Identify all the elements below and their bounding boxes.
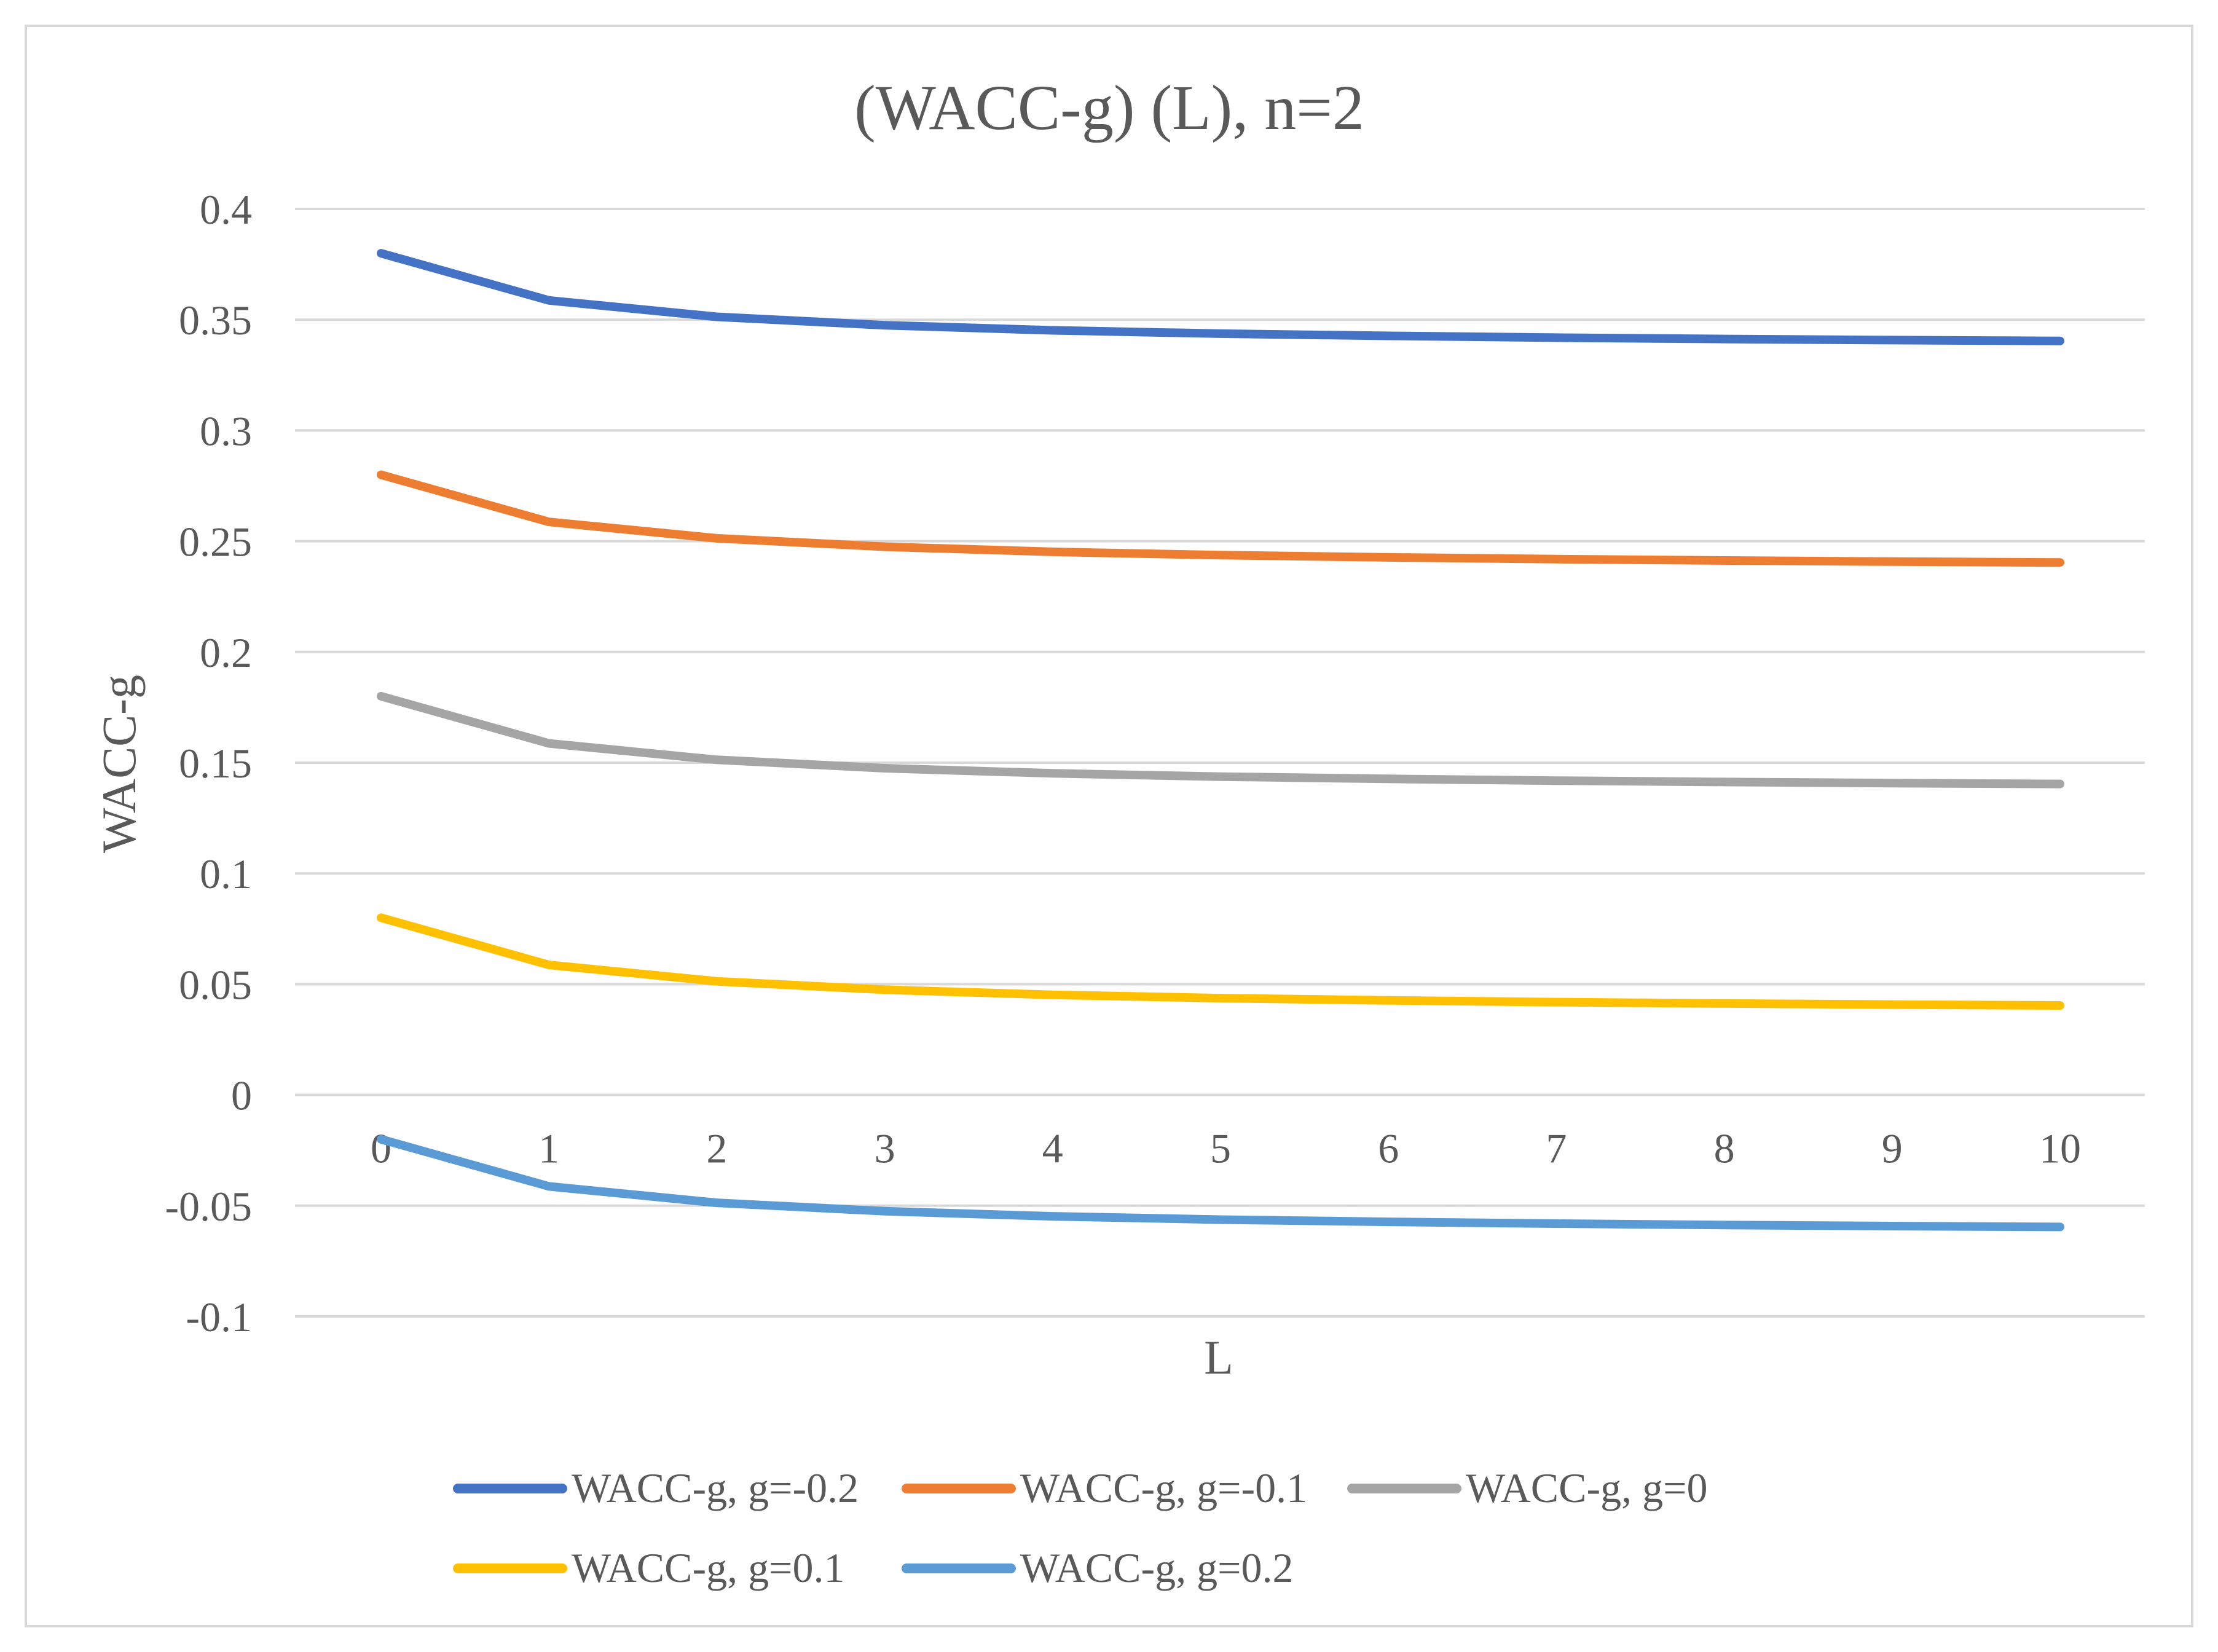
x-tick-label: 2 bbox=[706, 1125, 727, 1172]
series-line-3 bbox=[377, 913, 2064, 1010]
y-tick-label: 0.1 bbox=[200, 851, 252, 897]
x-tick-label: 10 bbox=[2039, 1125, 2081, 1172]
y-tick-label: 0.05 bbox=[179, 961, 252, 1008]
series-line-2 bbox=[377, 691, 2064, 789]
y-tick-label: -0.1 bbox=[186, 1294, 252, 1340]
x-tick-label: 4 bbox=[1042, 1125, 1063, 1172]
legend-label-0: WACC-g, g=-0.2 bbox=[572, 1465, 859, 1511]
x-tick-label: 6 bbox=[1378, 1125, 1399, 1172]
legend-label-3: WACC-g, g=0.1 bbox=[572, 1544, 844, 1591]
y-tick-label: 0.25 bbox=[179, 519, 252, 565]
x-axis-ticks: 0 1 2 3 4 5 6 7 8 9 10 bbox=[371, 1125, 2081, 1172]
x-tick-label: 3 bbox=[875, 1125, 895, 1172]
series-lines bbox=[377, 249, 2064, 1232]
series-line-4 bbox=[377, 1135, 2064, 1232]
y-tick-label: 0.4 bbox=[200, 186, 252, 233]
gridlines bbox=[295, 208, 2145, 1318]
x-tick-label: 0 bbox=[371, 1125, 391, 1172]
y-tick-label: 0 bbox=[231, 1072, 252, 1119]
y-tick-label: -0.05 bbox=[165, 1183, 252, 1230]
y-tick-label: 0.35 bbox=[179, 297, 252, 344]
x-tick-label: 8 bbox=[1714, 1125, 1735, 1172]
x-tick-label: 9 bbox=[1882, 1125, 1903, 1172]
x-tick-label: 5 bbox=[1210, 1125, 1231, 1172]
series-line-1 bbox=[377, 470, 2064, 567]
chart-title: (WACC-g) (L), n=2 bbox=[854, 73, 1364, 143]
x-tick-label: 7 bbox=[1546, 1125, 1567, 1172]
legend-label-2: WACC-g, g=0 bbox=[1466, 1465, 1707, 1511]
y-tick-label: 0.3 bbox=[200, 407, 252, 454]
legend-label-4: WACC-g, g=0.2 bbox=[1020, 1544, 1293, 1591]
x-tick-label: 1 bbox=[538, 1125, 559, 1172]
x-axis-label: L bbox=[1204, 1331, 1233, 1384]
chart-border bbox=[25, 25, 2193, 1627]
legend-label-1: WACC-g, g=-0.1 bbox=[1020, 1465, 1307, 1511]
y-axis-label: WACC-g bbox=[92, 675, 146, 853]
y-tick-label: 0.15 bbox=[179, 740, 252, 787]
legend: WACC-g, g=-0.2 WACC-g, g=-0.1 WACC-g, g=0 W… bbox=[453, 1465, 1707, 1591]
series-line-0 bbox=[377, 249, 2064, 345]
y-tick-label: 0.2 bbox=[200, 629, 252, 676]
y-axis-ticks: 0.4 0.35 0.3 0.25 0.2 0.15 0.1 0.05 0 -0.05 -0.1 bbox=[165, 186, 252, 1340]
